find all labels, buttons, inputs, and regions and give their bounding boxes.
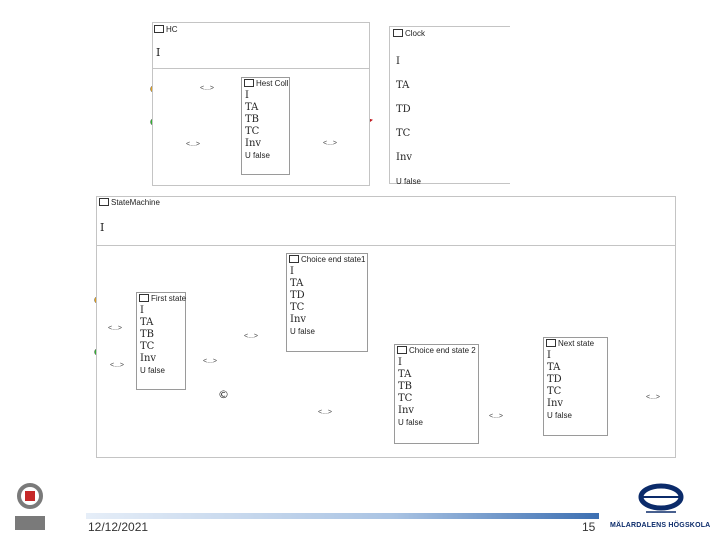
first-state-box[interactable]: First state I TA TB TC Inv U false	[136, 292, 186, 390]
hest-coll-title: Hest Coll	[244, 79, 289, 89]
first-state-row: TC	[140, 341, 155, 352]
state-icon	[244, 79, 254, 87]
choice-end-state-1-row: U false	[290, 327, 315, 336]
hest-coll-row: I	[245, 90, 249, 101]
edge-label: <...>	[110, 362, 125, 369]
fer-logo-icon	[15, 483, 45, 530]
choice-end-state-2-box[interactable]: Choice end state 2 I TA TB TC Inv U fals…	[394, 344, 479, 444]
frame-icon	[154, 25, 164, 33]
state-machine-index: I	[100, 221, 105, 234]
edge-label: <...>	[186, 141, 201, 148]
state-machine-divider	[96, 245, 676, 246]
hc-index: I	[156, 46, 161, 59]
state-icon	[139, 294, 149, 302]
choice-end-state-1-row: TD	[290, 290, 305, 301]
choice-end-state-1-row: I	[290, 266, 294, 277]
clock-row: TA	[396, 80, 410, 91]
hc-frame-divider	[152, 68, 370, 69]
hest-coll-row: TC	[245, 126, 260, 137]
clock-row: U false	[396, 177, 421, 186]
hc-frame-title: HC	[154, 25, 178, 35]
university-name: MÄLARDALENS HÖGSKOLA	[610, 522, 711, 529]
clock-row: TD	[396, 104, 411, 115]
slide-date: 12/12/2021	[88, 520, 149, 534]
choice-end-state-2-row: TB	[398, 381, 413, 392]
edge-label: <...>	[323, 140, 338, 147]
hest-coll-row: Inv	[245, 138, 262, 149]
state-icon	[546, 339, 556, 347]
edge-label: <...>	[200, 85, 215, 92]
choice-end-state-2-row: Inv	[398, 405, 415, 416]
first-state-row: U false	[140, 366, 165, 375]
choice-end-state-1-row: TA	[290, 278, 304, 289]
hest-coll-row: TB	[245, 114, 260, 125]
clock-row: I	[396, 56, 400, 67]
mdh-logo-icon	[638, 483, 684, 513]
clock-frame[interactable]	[389, 26, 510, 184]
clock-title: Clock	[393, 29, 425, 39]
hest-coll-row: TA	[245, 102, 259, 113]
edge-label: <...>	[244, 333, 259, 340]
clock-row: TC	[396, 128, 411, 139]
first-state-row: TA	[140, 317, 154, 328]
edge-label: <...>	[318, 409, 333, 416]
next-state-row: TA	[547, 362, 561, 373]
clock-icon	[393, 29, 403, 37]
edge-label: <...>	[108, 325, 123, 332]
choice-end-state-1-row: TC	[290, 302, 305, 313]
next-state-box[interactable]: Next state I TA TD TC Inv U false	[543, 337, 608, 436]
choice-end-state-1-title: Choice end state1	[289, 255, 367, 265]
first-state-title: First state	[139, 294, 186, 304]
choice-end-state-2-row: TA	[398, 369, 412, 380]
slide-page-number: 15	[582, 520, 596, 534]
choice-end-state-2-row: I	[398, 357, 402, 368]
choice-end-state-2-row: TC	[398, 393, 413, 404]
choice-end-state-1-box[interactable]: Choice end state1 I TA TD TC Inv U false	[286, 253, 368, 352]
hest-coll-row: U false	[245, 151, 270, 160]
next-state-row: Inv	[547, 398, 564, 409]
hest-coll-box[interactable]: Hest Coll I TA TB TC Inv U false	[241, 77, 290, 175]
next-state-row: TC	[547, 386, 562, 397]
choice-symbol: ©	[218, 388, 229, 401]
next-state-row: U false	[547, 411, 572, 420]
choice-end-state-2-row: U false	[398, 418, 423, 427]
edge-label: <...>	[489, 413, 504, 420]
first-state-row: TB	[140, 329, 155, 340]
footer-bar	[86, 513, 599, 519]
first-state-row: I	[140, 305, 144, 316]
next-state-title: Next state	[546, 339, 607, 349]
frame-icon	[99, 198, 109, 206]
state-icon	[289, 255, 299, 263]
clock-rows: I TA TD TC Inv U false	[393, 50, 421, 194]
clock-row: Inv	[396, 152, 413, 163]
next-state-row: TD	[547, 374, 562, 385]
edge-label: <...>	[203, 358, 218, 365]
edge-label: <...>	[646, 394, 661, 401]
choice-end-state-1-row: Inv	[290, 314, 307, 325]
first-state-row: Inv	[140, 353, 157, 364]
state-icon	[397, 346, 407, 354]
state-machine-title: StateMachine	[99, 198, 160, 208]
next-state-row: I	[547, 350, 551, 361]
choice-end-state-2-title: Choice end state 2	[397, 346, 478, 356]
